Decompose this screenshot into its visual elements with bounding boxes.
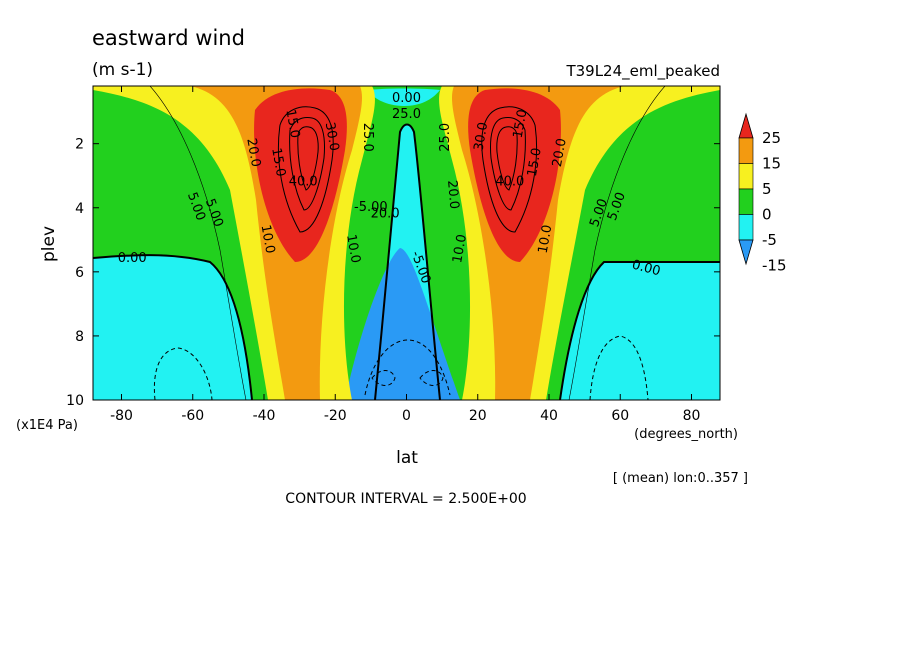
x-axis: -80 -60 -40 -20 0 20 40 60 80 [110, 86, 700, 424]
x-tick-label: 20 [469, 408, 487, 424]
colorbar-label: -5 [762, 231, 777, 249]
contour-label: 20.0 [371, 206, 400, 221]
colorbar-label: 5 [762, 180, 772, 198]
contour-label: 0.00 [630, 257, 662, 279]
x-axis-units: (degrees_north) [634, 427, 738, 442]
colorbar-arrow-top [738, 112, 754, 139]
contour-label: 15.0 [268, 147, 288, 178]
colorbar-label: 15 [762, 155, 781, 173]
x-tick-label: -80 [110, 408, 133, 424]
contour-label: 40.0 [495, 174, 524, 189]
contour-label: 25.0 [360, 123, 375, 152]
colorbar: 25 15 5 0 -5 -15 [738, 112, 787, 275]
contour-label: 25.0 [438, 123, 453, 152]
band-25-plus-south [254, 88, 347, 262]
colorbar-arrow-bottom [738, 239, 754, 266]
colorbar-swatch [738, 214, 754, 241]
x-tick-label: -40 [253, 408, 276, 424]
run-label: T39L24_eml_peaked [565, 62, 720, 81]
contour-label: 15.0 [282, 108, 302, 139]
y-tick-label: 8 [75, 329, 84, 345]
colorbar-swatch [738, 137, 754, 164]
x-tick-label: 40 [540, 408, 558, 424]
contour-interval-note: CONTOUR INTERVAL = 2.500E+00 [285, 491, 526, 507]
y-axis-label: plev [39, 226, 59, 262]
x-tick-label: 80 [683, 408, 701, 424]
contour-label: 10.0 [450, 233, 470, 264]
x-axis-label: lat [396, 448, 418, 468]
negative-contours [153, 335, 649, 400]
contour-label: 25.0 [392, 107, 421, 122]
colorbar-label: 0 [762, 206, 772, 224]
units-label: (m s-1) [92, 60, 153, 80]
x-tick-label: -60 [181, 408, 204, 424]
chart-title: eastward wind [92, 26, 245, 50]
contour-lines [93, 86, 720, 400]
colorbar-swatch [738, 188, 754, 215]
band-neg-north [560, 262, 720, 400]
y-axis-units: (x1E4 Pa) [16, 418, 78, 433]
contour-label: 40.0 [289, 174, 318, 189]
y-tick-label: 6 [75, 265, 84, 281]
y-tick-label: 10 [66, 393, 84, 409]
contour-label: 30.0 [472, 121, 492, 152]
contour-label: 20.0 [444, 180, 461, 210]
band-neg-top [367, 88, 440, 106]
x-tick-label: 60 [611, 408, 629, 424]
contour-label: -5.00 [354, 200, 388, 215]
contour-label: 30.0 [322, 121, 342, 152]
x-tick-label: 0 [402, 408, 411, 424]
colorbar-swatch [738, 163, 754, 190]
contour-label: 20.0 [550, 137, 570, 168]
contour-label: 15.0 [525, 147, 545, 178]
band-25-plus-north [468, 88, 561, 262]
contour-label: 15.0 [511, 108, 531, 139]
colorbar-label: -15 [762, 257, 787, 275]
band-neg15-equator [345, 248, 460, 400]
x-tick-label: -20 [324, 408, 347, 424]
contour-label: 20.0 [243, 137, 263, 168]
band-neg-south [93, 255, 252, 400]
contour-label: 10.0 [536, 224, 556, 255]
contour-field [93, 86, 720, 400]
contour-label: 10.0 [258, 224, 278, 255]
contour-label: 10.0 [343, 233, 363, 264]
colorbar-label: 25 [762, 129, 781, 147]
y-tick-label: 2 [75, 137, 84, 153]
mean-note: [ (mean) lon:0..357 ] [613, 471, 748, 486]
contour-label: 0.00 [392, 91, 421, 106]
y-tick-label: 4 [75, 201, 84, 217]
contour-label: 0.00 [118, 251, 147, 266]
y-axis: 2 4 6 8 10 [66, 137, 720, 409]
